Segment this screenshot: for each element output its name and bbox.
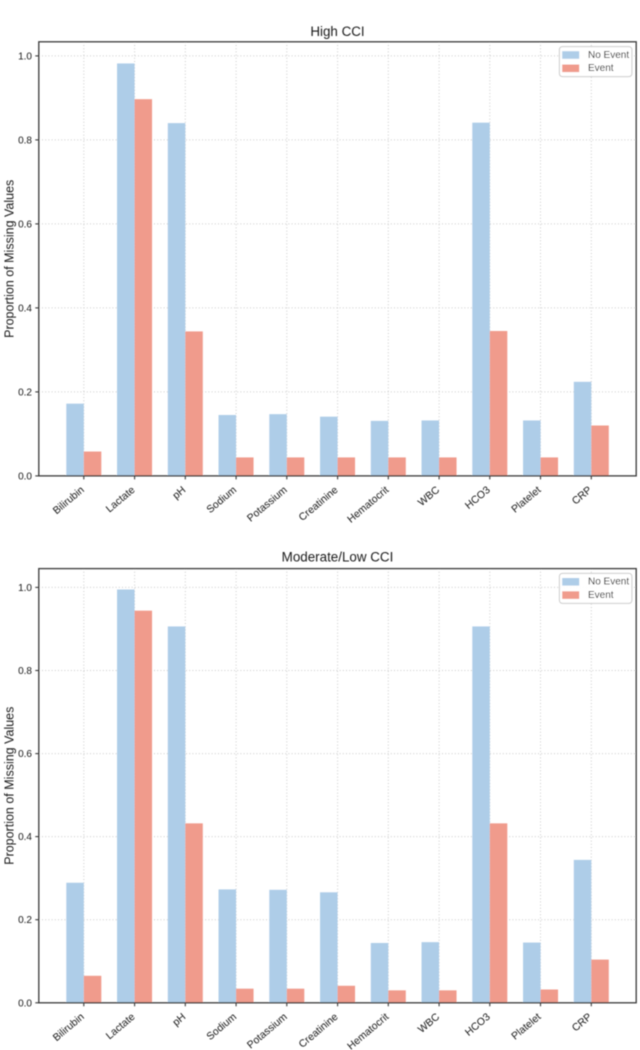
svg-text:0.4: 0.4 — [18, 303, 32, 314]
svg-text:0.2: 0.2 — [18, 915, 32, 926]
svg-text:0.6: 0.6 — [18, 219, 32, 230]
svg-text:No Event: No Event — [588, 577, 629, 588]
svg-text:1.0: 1.0 — [18, 583, 32, 594]
svg-text:1.0: 1.0 — [18, 51, 32, 62]
svg-text:0.8: 0.8 — [18, 135, 32, 146]
svg-text:0.0: 0.0 — [18, 471, 32, 482]
svg-text:Proportion of Missing Values: Proportion of Missing Values — [3, 180, 17, 338]
svg-text:Proportion of Missing Values: Proportion of Missing Values — [3, 707, 17, 865]
svg-text:0.2: 0.2 — [18, 387, 32, 398]
svg-text:0.4: 0.4 — [18, 832, 32, 843]
svg-text:0.0: 0.0 — [18, 998, 32, 1009]
svg-text:0.6: 0.6 — [18, 749, 32, 760]
svg-text:No Event: No Event — [588, 50, 629, 61]
svg-text:Event: Event — [588, 63, 614, 74]
svg-text:0.8: 0.8 — [18, 666, 32, 677]
svg-text:High CCI: High CCI — [310, 24, 364, 39]
svg-text:Moderate/Low CCI: Moderate/Low CCI — [282, 550, 394, 565]
svg-text:Event: Event — [588, 590, 614, 601]
